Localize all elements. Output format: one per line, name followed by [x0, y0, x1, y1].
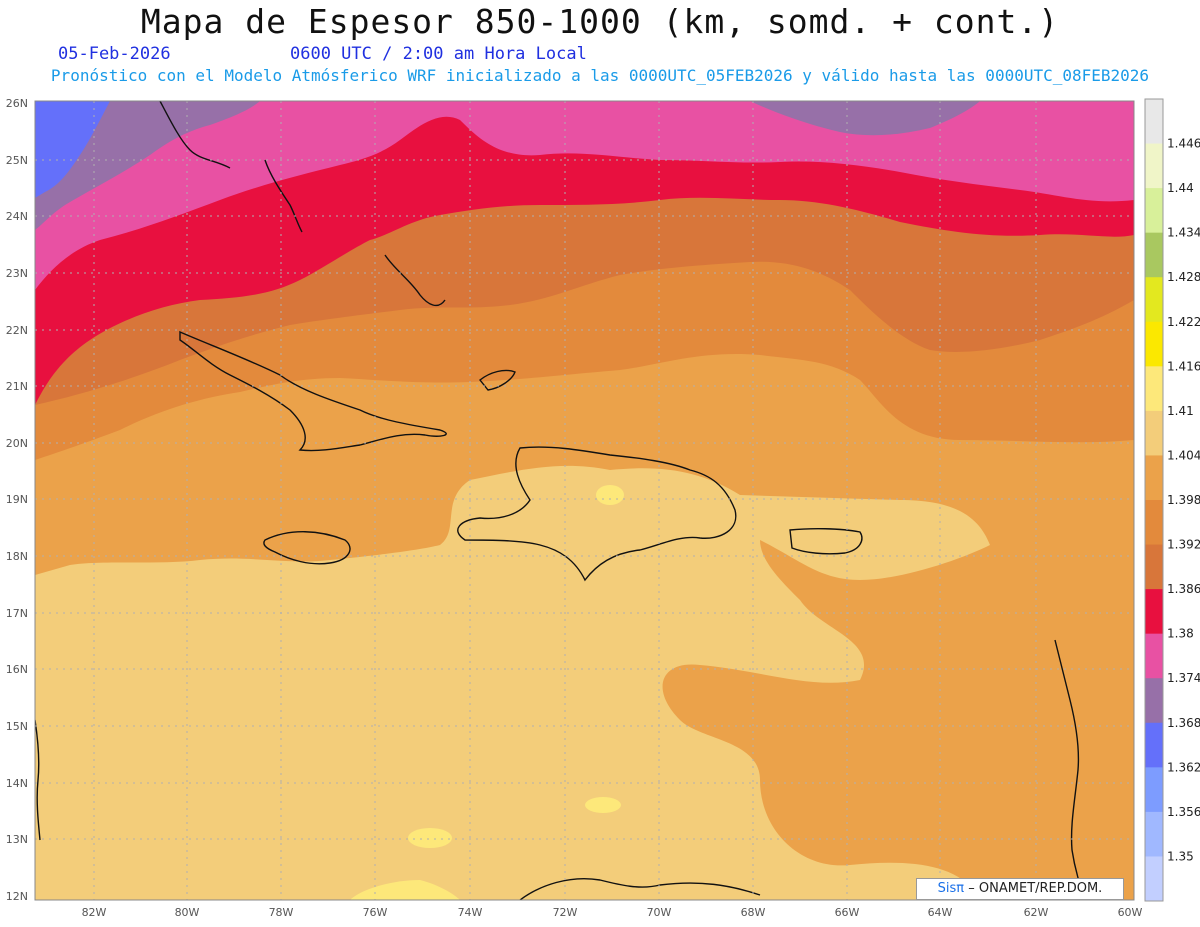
lon-label: 60W — [1118, 906, 1143, 919]
lat-label: 22N — [6, 324, 28, 337]
model-subtitle: Pronóstico con el Modelo Atmósferico WRF… — [50, 66, 1150, 85]
lat-label: 23N — [6, 267, 28, 280]
legend-label: 1.386 — [1167, 582, 1200, 596]
graticule — [35, 101, 1134, 900]
coast-florida — [159, 101, 231, 169]
legend-swatch — [1145, 410, 1163, 456]
coast-puerto-rico — [789, 527, 863, 555]
legend-label: 1.422 — [1167, 315, 1200, 329]
legend-swatch — [1145, 277, 1163, 323]
credit-text: – ONAMET/REP.DOM. — [968, 881, 1103, 896]
lat-label: 25N — [6, 154, 28, 167]
lat-label: 19N — [6, 493, 28, 506]
legend-swatch — [1145, 500, 1163, 546]
map-plot-area — [35, 101, 1134, 900]
lat-label: 17N — [6, 607, 28, 620]
coast-turks — [479, 369, 516, 391]
legend-swatch — [1145, 722, 1163, 768]
map-frame — [34, 100, 1135, 901]
coast-lesser-antilles — [1054, 639, 1086, 900]
legend-label: 1.446 — [1167, 137, 1200, 151]
coast-jamaica — [263, 531, 351, 565]
coast-bahamas-b — [384, 254, 446, 307]
legend-swatch — [1145, 811, 1163, 857]
lat-label: 12N — [6, 890, 28, 903]
lat-label: 16N — [6, 663, 28, 676]
band-1380 — [35, 101, 1134, 405]
legend-label: 1.434 — [1167, 226, 1200, 240]
lon-label: 78W — [269, 906, 294, 919]
legend-label: 1.404 — [1167, 448, 1200, 462]
legend-label: 1.44 — [1167, 181, 1194, 195]
lat-label: 13N — [6, 833, 28, 846]
legend-swatch — [1145, 321, 1163, 367]
latitude-labels: 26N 25N 24N 23N 22N 21N 20N 19N 18N 17N … — [6, 97, 28, 903]
legend-swatch — [1145, 678, 1163, 724]
lon-label: 72W — [553, 906, 578, 919]
patch-1410-c — [408, 828, 452, 848]
legend-swatch — [1145, 366, 1163, 412]
legend-swatch — [1145, 856, 1163, 902]
lon-label: 68W — [741, 906, 766, 919]
lon-label: 74W — [458, 906, 483, 919]
forecast-time: 0600 UTC / 2:00 am Hora Local — [290, 44, 587, 64]
patch-1410-b — [585, 797, 621, 813]
map-title: Mapa de Espesor 850-1000 (km, somd. + co… — [140, 2, 1060, 41]
lon-label: 80W — [175, 906, 200, 919]
legend-label: 1.362 — [1167, 760, 1200, 774]
legend-swatch — [1145, 143, 1163, 189]
lon-label: 62W — [1024, 906, 1049, 919]
lat-label: 14N — [6, 777, 28, 790]
legend-swatch — [1145, 589, 1163, 635]
coast-central-america — [35, 719, 41, 841]
coastlines — [35, 101, 1086, 900]
legend-swatch — [1145, 99, 1163, 145]
legend-swatch — [1145, 232, 1163, 278]
legend-label: 1.428 — [1167, 270, 1200, 284]
lon-label: 66W — [835, 906, 860, 919]
lat-label: 15N — [6, 720, 28, 733]
legend-label: 1.398 — [1167, 493, 1200, 507]
lon-label: 70W — [647, 906, 672, 919]
lat-label: 20N — [6, 437, 28, 450]
credit-brand: Sisπ — [937, 881, 965, 896]
legend-label: 1.416 — [1167, 359, 1200, 373]
band-1368-east — [750, 101, 980, 136]
band-1362 — [35, 101, 110, 198]
coast-bahamas-a — [264, 159, 303, 233]
legend-label: 1.35 — [1167, 849, 1194, 863]
lon-label: 76W — [363, 906, 388, 919]
legend-label: 1.356 — [1167, 805, 1200, 819]
patch-1410-a — [350, 880, 460, 900]
coast-south-america — [519, 878, 761, 900]
legend-swatch — [1145, 544, 1163, 590]
legend-label: 1.374 — [1167, 671, 1200, 685]
color-legend: 1.446 1.44 1.434 1.428 1.422 1.416 1.41 1.404 1.… — [1144, 98, 1200, 902]
legend-label: 1.38 — [1167, 627, 1194, 641]
legend-swatch — [1145, 767, 1163, 813]
coast-cuba — [179, 330, 447, 452]
lat-label: 18N — [6, 550, 28, 563]
legend-swatch — [1145, 633, 1163, 679]
lat-label: 21N — [6, 380, 28, 393]
legend-swatch — [1145, 455, 1163, 501]
legend-label: 1.392 — [1167, 538, 1200, 552]
lon-label: 64W — [928, 906, 953, 919]
longitude-labels: 82W 80W 78W 76W 74W 72W 70W 68W 66W 64W … — [82, 906, 1143, 919]
lat-label: 24N — [6, 210, 28, 223]
legend-label: 1.368 — [1167, 716, 1200, 730]
legend-label: 1.41 — [1167, 404, 1194, 418]
patch-1410-d — [596, 485, 624, 505]
legend-frame — [1144, 98, 1164, 902]
legend-swatch — [1145, 188, 1163, 234]
lat-label: 26N — [6, 97, 28, 110]
credit-box: Sisπ – ONAMET/REP.DOM. — [916, 878, 1124, 900]
coast-hispaniola — [457, 446, 737, 582]
forecast-date: 05-Feb-2026 — [58, 44, 171, 64]
lon-label: 82W — [82, 906, 107, 919]
band-1374 — [35, 101, 1134, 290]
